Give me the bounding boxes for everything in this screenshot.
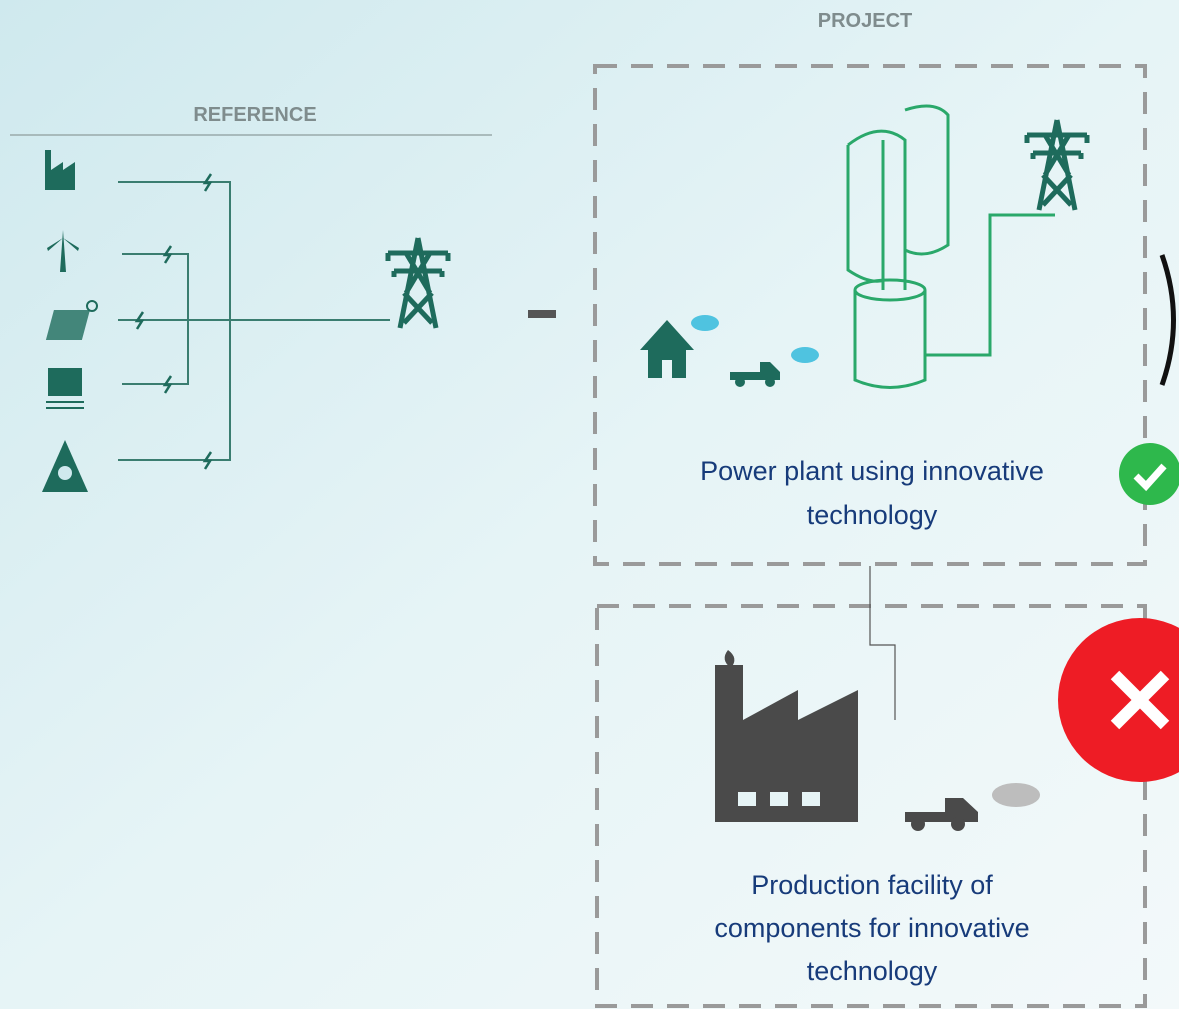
production-label: Production facility of [751,870,993,900]
background [0,0,1179,1009]
project-title: PROJECT [818,10,912,32]
power-plant-label: technology [807,500,938,530]
diagram: REFERENCE PROJECT Power plant [0,0,1179,1009]
minus-sign [528,310,556,318]
production-label: components for innovative [714,913,1029,943]
reference-title: REFERENCE [193,104,316,126]
check-icon [1119,443,1179,505]
production-label: technology [807,956,938,986]
power-plant-label: Power plant using innovative [700,456,1044,486]
